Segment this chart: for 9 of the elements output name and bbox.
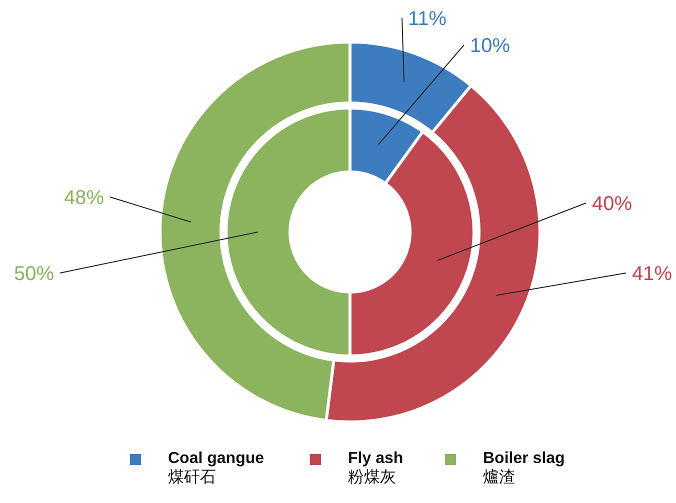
data-label: 10% [470,35,510,57]
data-label: 40% [592,193,632,215]
data-label: 48% [64,187,104,209]
legend-label: Coal gangue 煤矸石 [168,450,264,486]
data-label: 50% [14,263,54,285]
legend-label: Fly ash 粉煤灰 [348,450,404,486]
data-label: 41% [632,263,672,285]
legend-label: Boiler slag 爐渣 [483,450,565,486]
data-label: 11% [408,8,447,30]
